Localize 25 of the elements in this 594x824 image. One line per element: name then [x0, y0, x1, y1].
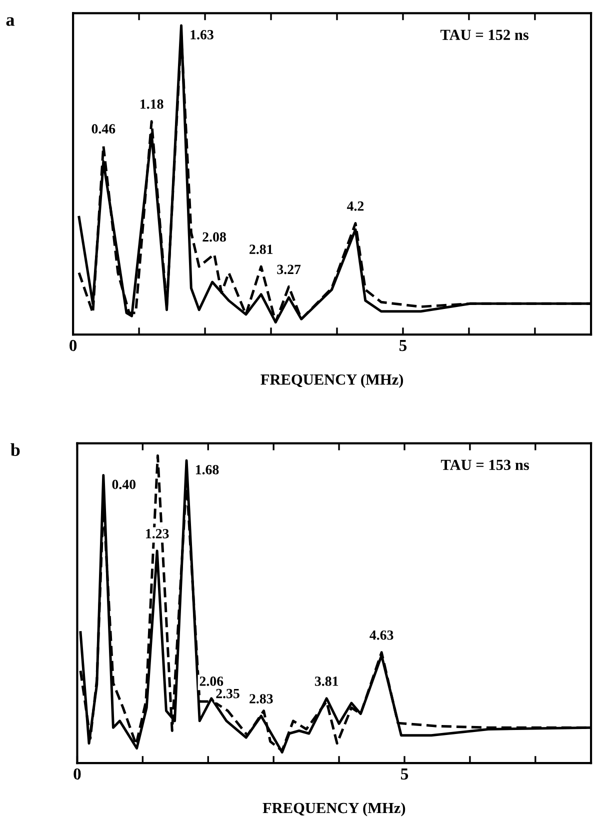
annotation: 2.81 — [250, 244, 273, 254]
x-tick-label: 0 — [70, 340, 77, 352]
annotation: 2.08 — [202, 232, 226, 242]
annotation: 2.83 — [250, 694, 273, 704]
annotation: TAU = 153 ns — [440, 460, 529, 470]
x-tick-label: 5 — [400, 768, 408, 780]
annotation: 1.63 — [190, 30, 214, 40]
x-tick-label: 5 — [399, 340, 407, 352]
chart-title: b — [10, 443, 20, 456]
x-axis-title: FREQUENCY (MHz) — [262, 802, 406, 816]
annotation: 4.63 — [370, 630, 394, 640]
x-tick-label: 0 — [74, 768, 81, 780]
x-axis-title: FREQUENCY (MHz) — [260, 374, 404, 388]
chart-title: a — [6, 17, 14, 26]
annotation: 2.06 — [200, 676, 224, 686]
annotation: 4.2 — [346, 201, 364, 211]
annotation: 1.18 — [140, 99, 164, 109]
annotation: 2.35 — [216, 688, 240, 698]
annotation: 3.27 — [277, 264, 301, 274]
annotation: 1.23 — [146, 529, 169, 538]
annotation: 1.68 — [196, 465, 219, 474]
annotation: 0.40 — [112, 480, 136, 490]
annotation: 0.46 — [92, 124, 116, 134]
annotation: 3.81 — [314, 676, 338, 686]
annotation: TAU = 152 ns — [440, 30, 528, 40]
